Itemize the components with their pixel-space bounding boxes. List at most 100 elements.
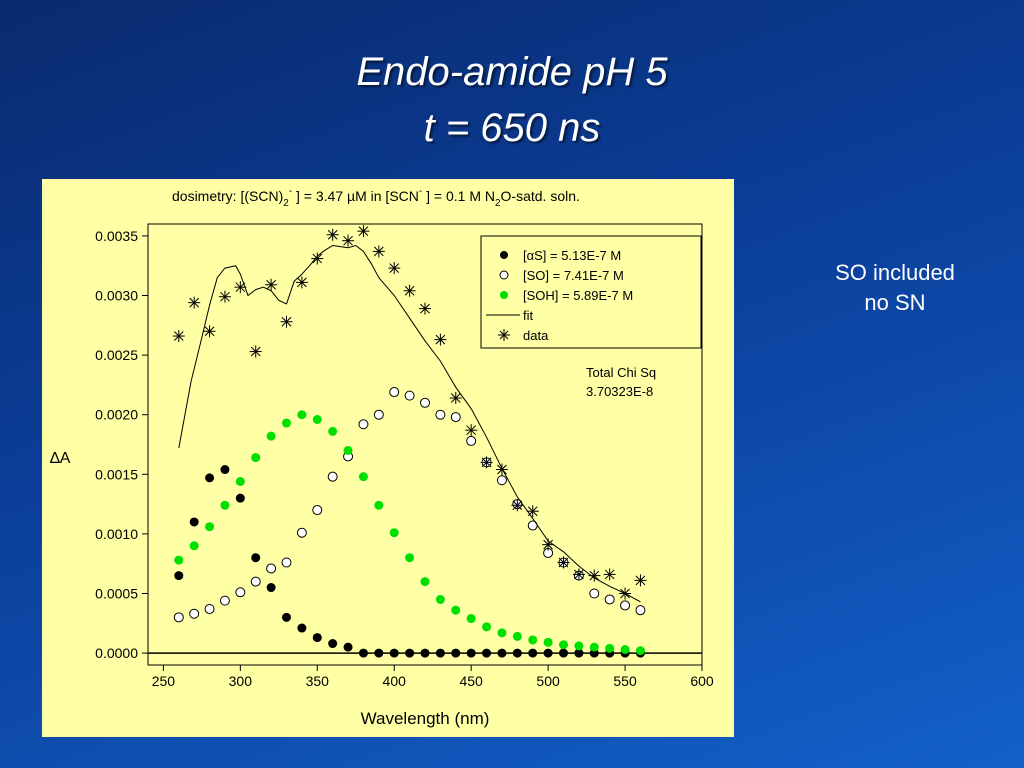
- data-point-alpha-s: [205, 473, 215, 483]
- legend-marker-alpha-s: [500, 251, 508, 259]
- data-point-soh: [205, 522, 215, 532]
- data-point-soh: [559, 640, 568, 650]
- data-point-alpha-s: [266, 583, 276, 593]
- data-point-soh: [620, 645, 630, 655]
- data-point-alpha-s: [466, 648, 476, 658]
- fit-line: [178, 244, 641, 603]
- data-point-alpha-s: [297, 623, 307, 633]
- legend-marker-so: [499, 270, 509, 280]
- data-point-so: [266, 563, 277, 574]
- data-point-asterisk: [372, 245, 385, 258]
- legend-alpha-s-greek: α: [527, 248, 535, 263]
- data-point-asterisk: [419, 302, 431, 315]
- y-tick-label: 0.0005: [95, 585, 138, 601]
- data-point-soh: [220, 500, 230, 510]
- data-point-alpha-s: [528, 648, 538, 658]
- legend-marker-soh: [500, 291, 508, 299]
- data-point-alpha-s: [574, 648, 584, 658]
- x-axis-label: Wavelength (nm): [361, 709, 490, 728]
- data-point-asterisk: [511, 499, 524, 512]
- marks-layer: [172, 225, 647, 658]
- y-tick-label: 0.0025: [95, 347, 138, 363]
- data-point-alpha-s: [435, 648, 445, 658]
- x-tick-label: 550: [613, 673, 637, 689]
- x-tick-label: 400: [383, 673, 407, 689]
- data-point-alpha-s: [512, 648, 522, 658]
- data-point-so: [620, 600, 631, 611]
- x-tick-label: 350: [306, 673, 330, 689]
- legend-box: [480, 235, 702, 349]
- data-point-asterisk: [480, 456, 493, 469]
- data-point-soh: [605, 643, 615, 653]
- data-point-asterisk: [357, 225, 370, 238]
- data-point-so: [327, 471, 338, 482]
- chart-title-sup-1: -: [289, 186, 292, 197]
- data-point-asterisk: [557, 556, 570, 569]
- side-note-line1: SO included: [835, 260, 955, 285]
- data-point-alpha-s: [251, 553, 261, 563]
- data-point-so: [604, 594, 615, 605]
- x-tick-label: 450: [459, 673, 483, 689]
- data-point-soh: [451, 605, 461, 615]
- chart-title-sup-2: -: [419, 186, 422, 197]
- data-point-soh: [420, 577, 430, 587]
- data-point-asterisk: [265, 278, 278, 291]
- data-point-asterisk: [634, 574, 647, 587]
- chi-sq-label: Total Chi Sq: [586, 365, 656, 380]
- legend-label-soh: [SOH] = 5.89E-7 M: [523, 288, 633, 303]
- data-point-so: [219, 595, 230, 606]
- data-point-soh: [328, 426, 338, 436]
- data-point-alpha-s: [559, 648, 568, 658]
- y-tick-label: 0.0015: [95, 466, 138, 482]
- data-point-alpha-s: [343, 642, 353, 652]
- data-point-soh: [312, 414, 322, 424]
- data-point-soh: [174, 555, 184, 565]
- chart-title-part-e: O-satd. soln.: [501, 188, 580, 204]
- data-point-alpha-s: [189, 517, 199, 527]
- data-point-soh: [343, 445, 353, 455]
- data-point-alpha-s: [220, 465, 230, 475]
- data-point-asterisk: [465, 424, 478, 437]
- data-point-soh: [482, 622, 492, 632]
- data-point-soh: [435, 594, 445, 604]
- legend: [αS] = 5.13E-7 M [SO] = 7.41E-7 M [SOH] …: [480, 235, 702, 349]
- data-point-asterisk: [203, 325, 216, 338]
- data-point-soh: [574, 641, 584, 651]
- data-point-so: [296, 527, 307, 538]
- data-point-soh: [297, 410, 307, 420]
- x-tick-label: 600: [690, 673, 714, 689]
- legend-alpha-s-post: S] = 5.13E-7 M: [534, 248, 621, 263]
- data-point-asterisk: [249, 345, 262, 358]
- chart-title-part-a: dosimetry: [(SCN): [172, 188, 283, 204]
- data-point-asterisk: [326, 228, 339, 241]
- data-point-so: [250, 576, 261, 587]
- data-point-alpha-s: [328, 639, 338, 649]
- data-point-soh: [512, 631, 522, 641]
- data-point-soh: [358, 472, 368, 482]
- side-note-line2: no SN: [864, 290, 926, 315]
- chart-title-mu: µ: [347, 188, 355, 204]
- data-point-soh: [251, 453, 261, 463]
- data-point-asterisk: [619, 587, 632, 600]
- legend-label-fit: fit: [523, 308, 534, 323]
- data-point-so: [466, 435, 477, 446]
- data-point-so: [312, 505, 323, 516]
- data-point-asterisk: [188, 296, 201, 309]
- data-point-asterisk: [280, 315, 293, 328]
- chart-title: dosimetry: [(SCN)2- ] = 3.47 µM in [SCN-…: [172, 186, 580, 209]
- data-point-alpha-s: [405, 648, 415, 658]
- legend-label-alpha-s: [αS] = 5.13E-7 M: [523, 248, 621, 263]
- legend-label-so: [SO] = 7.41E-7 M: [523, 268, 624, 283]
- chart-title-sub-1: 2: [283, 198, 289, 209]
- y-tick-label: 0.0020: [95, 407, 138, 423]
- data-point-asterisk: [495, 463, 508, 476]
- data-point-alpha-s: [497, 648, 507, 658]
- data-point-asterisk: [449, 392, 462, 405]
- data-point-soh: [466, 614, 476, 624]
- data-point-asterisk: [588, 569, 601, 582]
- data-point-so: [373, 409, 384, 420]
- data-point-asterisk: [218, 290, 231, 303]
- data-point-soh: [635, 646, 645, 656]
- data-point-so: [635, 605, 646, 616]
- chart-title-part-b: ] = 3.47: [292, 188, 347, 204]
